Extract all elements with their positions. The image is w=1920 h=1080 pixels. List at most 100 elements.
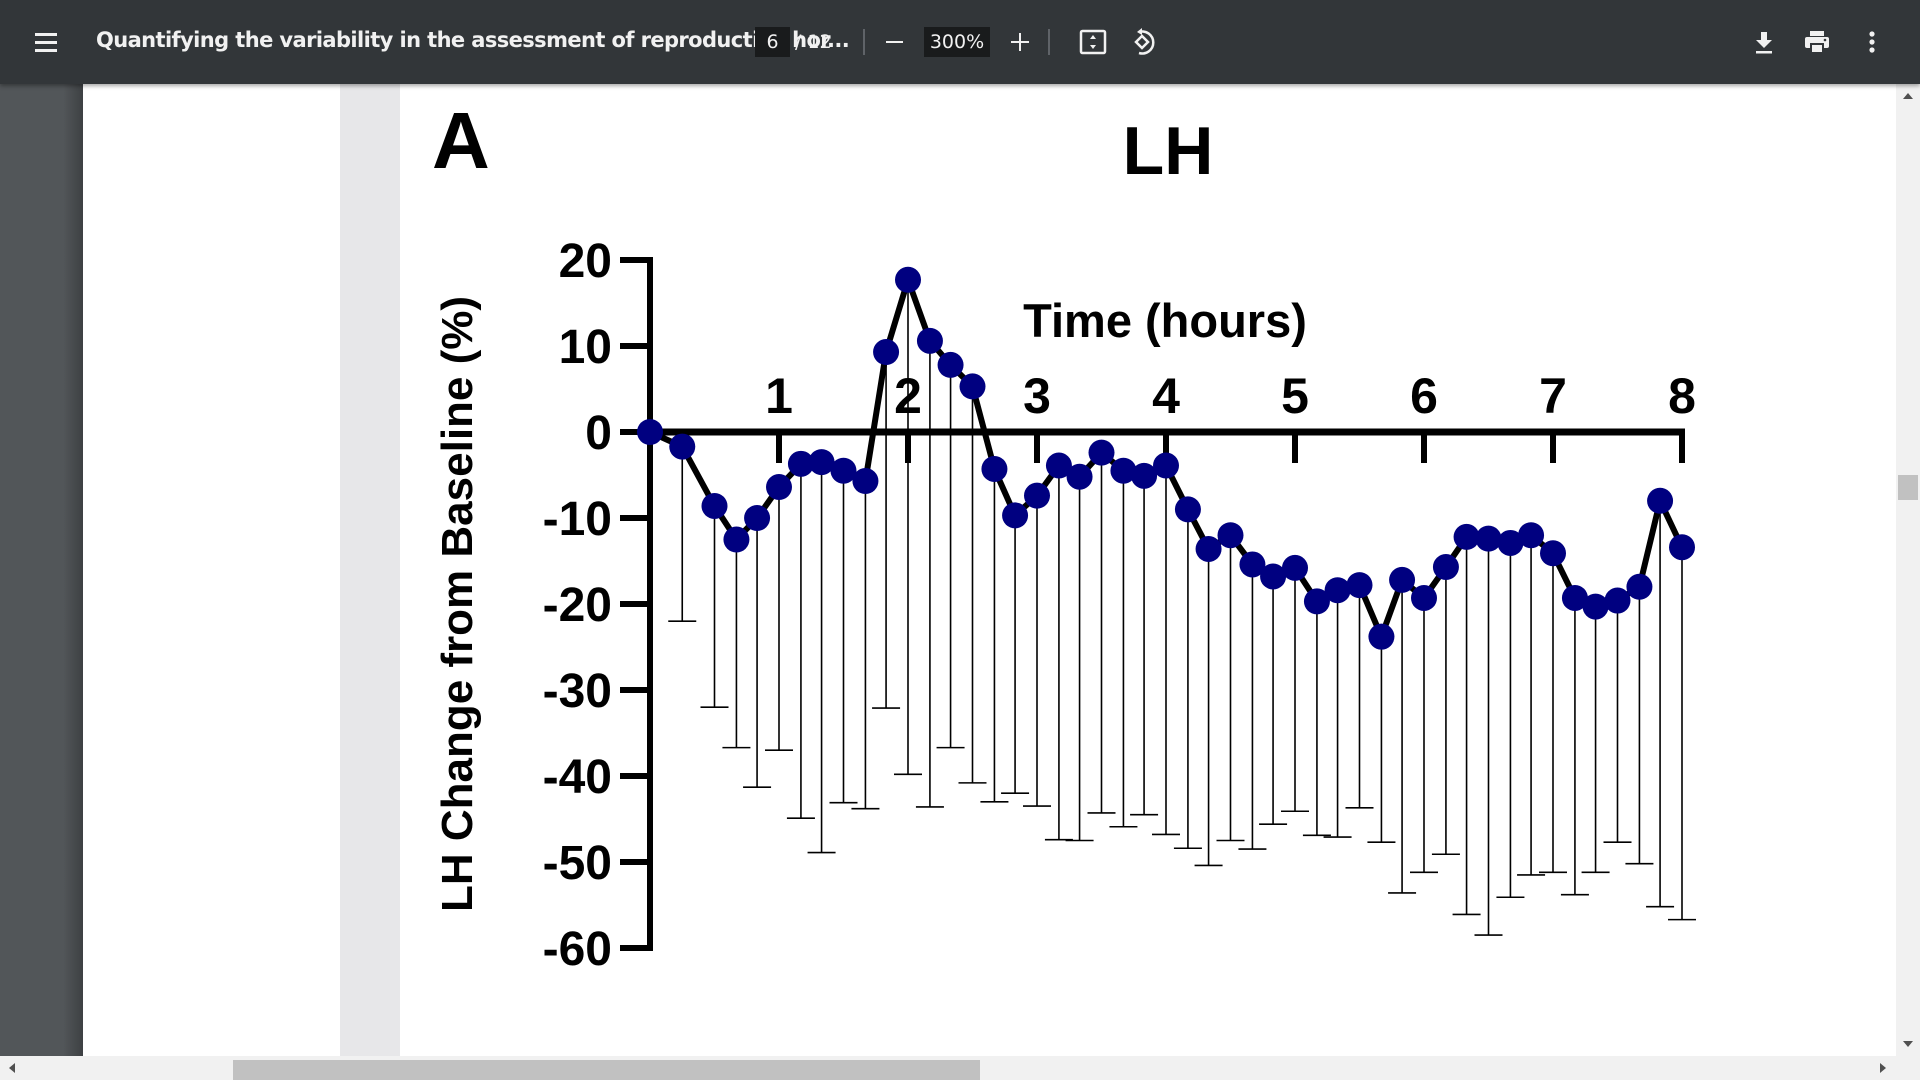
- data-point: [1303, 588, 1330, 615]
- pdf-page-margin: [83, 84, 340, 1056]
- rotate-button[interactable]: [1124, 25, 1158, 59]
- data-point: [1260, 563, 1287, 590]
- vertical-scrollbar-thumb[interactable]: [1898, 475, 1918, 500]
- hamburger-menu-icon-bar: [35, 41, 57, 44]
- data-point: [830, 457, 857, 484]
- page-total: / 12: [795, 31, 832, 53]
- data-point: [981, 455, 1008, 482]
- data-point: [723, 526, 750, 553]
- hamburger-menu-icon: [35, 33, 57, 36]
- horizontal-scrollbar[interactable]: [0, 1056, 1920, 1080]
- y-axis-label: LH Change from Baseline (%): [433, 296, 482, 912]
- pdf-toolbar: Quantifying the variability in the asses…: [0, 0, 1920, 84]
- print-button[interactable]: [1800, 25, 1834, 59]
- data-point: [808, 449, 835, 476]
- horizontal-scrollbar-thumb[interactable]: [233, 1060, 980, 1080]
- data-point: [1389, 566, 1416, 593]
- data-point: [1066, 463, 1093, 490]
- y-tick-label: -50: [543, 837, 612, 890]
- more-vertical-icon: [1869, 31, 1875, 53]
- x-tick-label: 5: [1281, 368, 1309, 424]
- data-point: [1582, 593, 1609, 620]
- page-shadow: [63, 84, 83, 1056]
- zoom-in-button[interactable]: [1005, 26, 1035, 58]
- data-point: [1475, 525, 1502, 552]
- data-point: [1626, 573, 1653, 600]
- y-tick-label: -10: [543, 493, 612, 546]
- vertical-scrollbar[interactable]: [1896, 84, 1920, 1056]
- scroll-down-arrow-icon[interactable]: [1903, 1041, 1913, 1047]
- y-tick-label: -60: [543, 923, 612, 976]
- data-point: [1217, 522, 1244, 549]
- data-point: [1282, 554, 1308, 581]
- data-point: [787, 450, 814, 477]
- pdf-page-gutter: [340, 84, 400, 1056]
- toolbar-divider: [863, 29, 865, 55]
- zoom-out-button[interactable]: [880, 26, 910, 58]
- data-point: [1153, 452, 1179, 479]
- data-point: [1088, 439, 1115, 466]
- data-point: [669, 433, 696, 460]
- data-point: [1239, 551, 1266, 578]
- data-point: [1110, 457, 1137, 484]
- lh-chart: LH Time (hours) LH Change from Baseline (%…: [433, 113, 1696, 976]
- data-point: [1540, 540, 1566, 567]
- chart-title: LH: [1123, 113, 1214, 189]
- document-title: Quantifying the variability in the asses…: [96, 28, 850, 52]
- data-point: [937, 351, 964, 378]
- fit-to-page-icon: [1079, 29, 1107, 55]
- data-point: [1432, 554, 1459, 581]
- data-point: [744, 505, 771, 531]
- menu-button[interactable]: [32, 26, 62, 58]
- data-point: [1604, 587, 1631, 614]
- figure-panel-letter: A: [432, 96, 490, 185]
- fit-to-page-button[interactable]: [1076, 25, 1110, 59]
- data-point: [1024, 482, 1050, 509]
- x-axis-label: Time (hours): [1023, 294, 1307, 347]
- y-tick-label: 0: [585, 407, 612, 460]
- data-point: [916, 327, 943, 354]
- y-tick-label: -20: [543, 579, 612, 632]
- hamburger-menu-icon-bar: [35, 49, 57, 52]
- y-tick-label: -40: [543, 751, 612, 804]
- x-tick-label: 8: [1668, 368, 1696, 424]
- y-tick-label: -30: [543, 665, 612, 718]
- data-point: [1647, 487, 1674, 514]
- y-tick-label: 10: [559, 321, 612, 374]
- data-point: [873, 339, 900, 366]
- scroll-up-arrow-icon[interactable]: [1903, 93, 1913, 99]
- data-point: [1346, 572, 1373, 599]
- y-tick-label: 20: [559, 235, 612, 288]
- data-point: [1453, 523, 1480, 550]
- download-button[interactable]: [1747, 25, 1781, 59]
- x-tick-label: 6: [1410, 368, 1438, 424]
- data-point: [701, 492, 728, 519]
- x-tick-label: 4: [1152, 368, 1180, 424]
- x-tick-label: 7: [1539, 368, 1567, 424]
- data-point: [766, 474, 792, 501]
- scroll-left-arrow-icon[interactable]: [9, 1063, 15, 1073]
- data-point: [1497, 529, 1524, 556]
- print-icon: [1805, 31, 1829, 53]
- toolbar-divider: [1048, 29, 1050, 55]
- data-point: [1131, 462, 1158, 489]
- data-point: [1195, 535, 1222, 562]
- data-point: [852, 468, 879, 495]
- data-point: [1045, 452, 1072, 479]
- download-icon: [1756, 32, 1772, 54]
- data-point: [1368, 623, 1395, 650]
- data-point: [959, 373, 986, 400]
- x-tick-label: 1: [765, 368, 793, 424]
- scroll-right-arrow-icon[interactable]: [1880, 1063, 1886, 1073]
- data-point: [1174, 496, 1201, 523]
- rotate-counterclockwise-icon: [1134, 28, 1155, 55]
- data-point: [1669, 534, 1695, 561]
- data-point: [895, 266, 921, 293]
- x-tick-label: 3: [1023, 368, 1051, 424]
- data-point: [1561, 584, 1588, 611]
- more-options-button[interactable]: [1855, 25, 1889, 59]
- data-point: [1002, 502, 1029, 529]
- page-number-input[interactable]: 6: [755, 27, 790, 57]
- data-point: [1518, 522, 1545, 549]
- zoom-level-input[interactable]: 300%: [924, 27, 990, 57]
